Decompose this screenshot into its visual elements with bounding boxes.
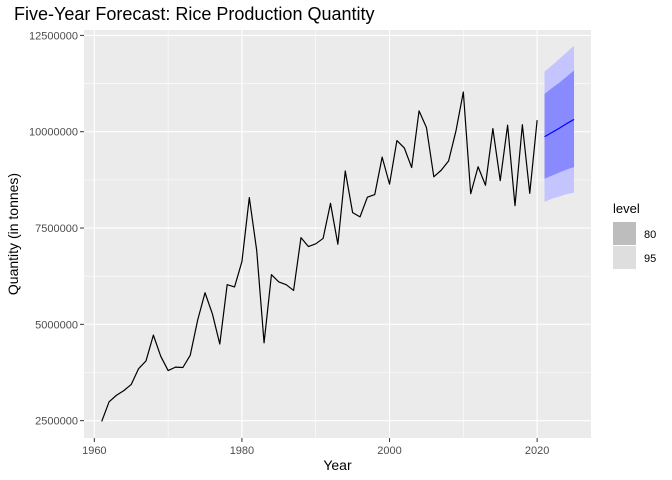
legend-key-95: [613, 246, 636, 269]
x-tick-label: 1960: [82, 445, 106, 457]
y-tick-label: 10000000: [29, 127, 78, 139]
axis-ticks: 1960 1980 2000 2020 2500000 5000000 7500000 100…: [29, 30, 549, 457]
legend-label-95: 95: [644, 253, 656, 265]
chart-title: Five-Year Forecast: Rice Production Quan…: [14, 4, 375, 24]
history-line: [101, 91, 538, 422]
legend-key-80: [613, 222, 636, 245]
y-axis-title: Quantity (in tonnes): [5, 173, 21, 295]
grid-lines: [84, 30, 591, 438]
plot-panel: [84, 30, 591, 438]
y-tick-label: 12500000: [29, 30, 78, 42]
interval-80-band: [544, 70, 575, 179]
forecast-intervals: [544, 45, 575, 202]
series-lines: [101, 91, 575, 422]
legend-label-80: 80: [644, 229, 656, 241]
legend-title: level: [613, 201, 640, 216]
legend: level 80 95: [613, 201, 656, 269]
x-axis-title: Year: [323, 457, 352, 473]
x-tick-label: 2000: [377, 445, 401, 457]
x-tick-label: 1980: [230, 445, 254, 457]
y-tick-label: 5000000: [35, 319, 78, 331]
x-tick-label: 2020: [525, 445, 549, 457]
y-tick-label: 2500000: [35, 416, 78, 428]
forecast-mean-line: [544, 118, 575, 138]
y-tick-label: 7500000: [35, 223, 78, 235]
